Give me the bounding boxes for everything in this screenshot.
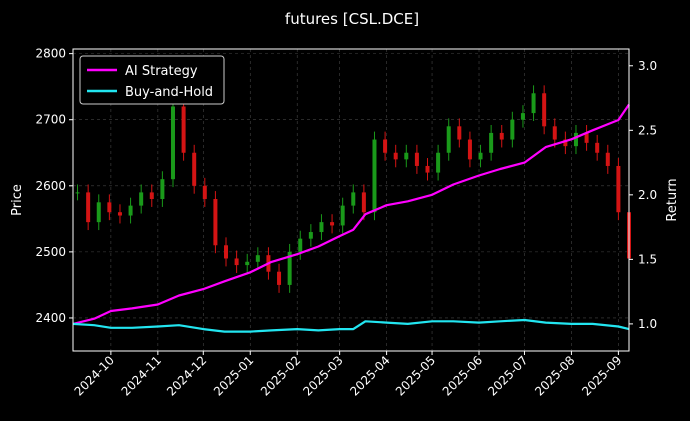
- price-candle-body: [595, 142, 600, 153]
- price-candle-body: [605, 152, 610, 166]
- price-candle-body: [436, 152, 441, 173]
- price-candle-body: [255, 255, 260, 262]
- price-candle-body: [330, 222, 335, 226]
- price-candle-body: [128, 205, 133, 216]
- price-candle-body: [361, 192, 366, 213]
- price-candle-body: [170, 106, 175, 180]
- legend: AI Strategy Buy-and-Hold: [79, 55, 225, 105]
- price-candle-body: [181, 106, 186, 153]
- price-candle-body: [213, 199, 218, 246]
- price-candle-body: [117, 212, 122, 216]
- price-candle-body: [510, 119, 515, 140]
- price-candle-body: [425, 165, 430, 173]
- price-candle-body: [478, 152, 483, 160]
- price-candle-body: [287, 251, 292, 285]
- price-candles: [75, 85, 631, 293]
- price-candle-body: [277, 271, 282, 285]
- price-candle-body: [139, 192, 144, 206]
- price-candle-body: [489, 132, 494, 153]
- price-candle-body: [149, 192, 154, 200]
- price-candle-body: [520, 113, 525, 120]
- price-candle-body: [573, 132, 578, 147]
- price-candle-body: [224, 245, 229, 259]
- price-candle-body: [192, 152, 197, 186]
- y-right-tick-label: 2.0: [638, 188, 657, 202]
- price-candle-body: [542, 93, 547, 127]
- price-candle-body: [75, 192, 80, 194]
- legend-label-ai-strategy: AI Strategy: [125, 64, 198, 79]
- price-candle-body: [160, 179, 165, 200]
- price-candle-body: [383, 139, 388, 153]
- price-candle-body: [414, 152, 419, 166]
- price-candle-body: [308, 232, 313, 239]
- price-candle-body: [372, 139, 377, 213]
- price-candle-body: [499, 132, 504, 140]
- y-left-tick-label: 2400: [35, 311, 66, 325]
- price-candle-body: [467, 139, 472, 160]
- y-axis-right-label: Return: [665, 178, 680, 221]
- y-left-tick-label: 2600: [35, 179, 66, 193]
- y-right-tick-label: 3.0: [638, 59, 657, 73]
- y-right-tick-label: 1.5: [638, 252, 657, 266]
- price-candle-body: [340, 205, 345, 226]
- price-candle-body: [234, 258, 239, 266]
- ai-strategy-line: [72, 103, 630, 325]
- return-lines: [72, 103, 630, 333]
- price-candle-body: [531, 93, 536, 114]
- legend-label-buy-and-hold: Buy-and-Hold: [125, 85, 213, 100]
- y-left-tick-label: 2800: [35, 47, 66, 61]
- price-candle-body: [404, 152, 409, 160]
- y-right-tick-label: 2.5: [638, 123, 657, 137]
- price-candle-body: [351, 192, 356, 206]
- price-candle-body: [563, 139, 568, 147]
- price-candle-body: [319, 222, 324, 233]
- y-left-tick-label: 2700: [35, 113, 66, 127]
- price-candle-body: [298, 238, 303, 252]
- y-axis-left-label: Price: [10, 184, 25, 216]
- price-candle-body: [393, 152, 398, 160]
- price-candle-body: [107, 202, 112, 213]
- plot-frame: [72, 48, 630, 352]
- price-candle-body: [616, 165, 621, 213]
- price-candle-body: [457, 126, 462, 140]
- price-candle-body: [86, 192, 91, 223]
- y-right-tick-label: 1.0: [638, 317, 657, 331]
- price-candle-body: [446, 126, 451, 153]
- price-candle-body: [552, 126, 557, 140]
- chart-title: futures [CSL.DCE]: [285, 10, 419, 28]
- y-left-tick-label: 2500: [35, 245, 66, 259]
- price-candle-body: [584, 132, 589, 143]
- price-candle-body: [245, 261, 250, 266]
- price-candle-body: [96, 202, 101, 223]
- price-candle-body: [202, 185, 207, 200]
- buy-and-hold-line: [72, 318, 630, 333]
